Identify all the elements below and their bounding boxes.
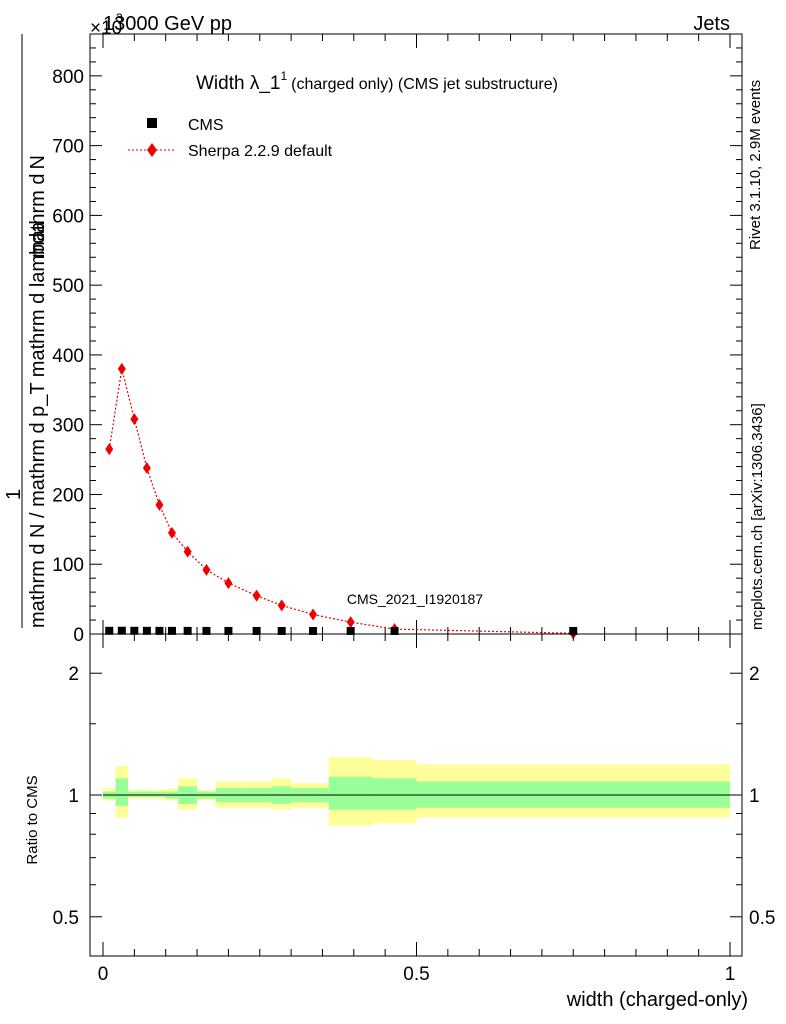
mc-point — [105, 443, 114, 456]
mcplots-label: mcplots.cern.ch [arXiv:1306.3436] — [749, 403, 766, 630]
main-y-tick-label: 800 — [52, 67, 84, 88]
ratio-y-axis: 0.5 0.5 1 1 2 2 — [53, 633, 775, 929]
mc-point — [309, 608, 318, 621]
data-point — [390, 626, 399, 635]
mc-point — [202, 563, 211, 576]
ratio-y-tick-label: 0.5 — [53, 908, 79, 929]
data-point — [277, 626, 286, 635]
ratio-y-tick-label: 2 — [68, 664, 79, 685]
ylabel-one: 1 — [3, 489, 25, 500]
ylabel-numerator: mathrm dN — [27, 155, 49, 258]
mc-point — [183, 545, 192, 558]
mc-point — [117, 362, 126, 375]
legend-sherpa-marker — [147, 143, 157, 157]
main-y-tick-label: 100 — [52, 555, 84, 576]
header-energy-label: 13000 GeV pp — [103, 13, 232, 35]
data-point — [183, 626, 192, 635]
ratio-y-axis-label: Ratio to CMS — [24, 775, 41, 864]
ratio-x-tick-label: 1 — [725, 964, 736, 985]
ratio-uncertainty-bands — [103, 757, 730, 826]
ylabel-denominator: mathrm d N / mathrm d p_T mathrm d lambd… — [27, 221, 49, 628]
ratio-plot-panel: 0.5 0.51 12 2 0 0.5 1 Ratio to CMS width (cha… — [24, 633, 775, 1011]
data-point — [252, 626, 261, 635]
analysis-watermark: CMS_2021_I1920187 — [347, 591, 483, 607]
legend: CMS Sherpa 2.2.9 default — [128, 117, 333, 160]
mc-point — [346, 616, 355, 629]
data-point — [309, 626, 318, 635]
ratio-band-inner — [153, 791, 166, 797]
data-point — [202, 626, 211, 635]
ratio-y-tick-label: 1 — [68, 786, 79, 807]
data-series — [105, 626, 578, 635]
mc-point — [252, 589, 261, 602]
main-y-tick-label: 400 — [52, 346, 84, 367]
data-point — [224, 626, 233, 635]
header-process-label: Jets — [693, 13, 730, 35]
mc-series — [105, 362, 578, 640]
main-y-tick-label: 0 — [73, 625, 84, 646]
main-plot-panel: 0 100 200 300 400 500 600 700 800 CMS_2021_I1920… — [52, 33, 743, 646]
mc-point — [277, 599, 286, 612]
main-y-axis: 0 100 200 300 400 500 600 700 800 — [52, 33, 742, 646]
ratio-band-inner — [128, 791, 141, 797]
rivet-version-label: Rivet 3.1.10, 2.9M events — [747, 80, 764, 250]
main-y-tick-label: 600 — [52, 206, 84, 227]
legend-sherpa-label: Sherpa 2.2.9 default — [188, 143, 333, 160]
ratio-band-inner — [115, 778, 129, 806]
main-y-tick-label: 700 — [52, 137, 84, 158]
legend-cms-marker — [147, 118, 157, 128]
data-point — [142, 626, 151, 635]
axis-multiplier-exponent: 3 — [116, 11, 123, 25]
data-point — [346, 626, 355, 635]
main-y-tick-label: 200 — [52, 485, 84, 506]
mc-line — [108, 368, 574, 634]
main-y-tick-label: 500 — [52, 276, 84, 297]
data-point — [569, 626, 578, 635]
ratio-band-inner — [140, 791, 154, 797]
data-point — [130, 626, 139, 635]
ratio-y-tick-label-right: 0.5 — [749, 908, 775, 929]
main-y-tick-label: 300 — [52, 416, 84, 437]
ratio-y-tick-label-right: 1 — [749, 786, 760, 807]
ratio-y-tick-label-right: 2 — [749, 664, 760, 685]
plot-title: Width λ_11 (charged only) (CMS jet substr… — [196, 69, 558, 94]
data-point — [117, 626, 126, 635]
ratio-x-axis: 0 0.5 1 — [98, 634, 736, 985]
data-point — [167, 626, 176, 635]
mc-point — [130, 413, 139, 426]
main-y-axis-label: mathrm dN 1 mathrm d N / mathrm d p_T ma… — [3, 34, 49, 628]
mc-point — [167, 526, 176, 539]
ratio-band-inner — [372, 778, 417, 810]
x-axis-label: width (charged-only) — [566, 989, 748, 1011]
mc-point — [224, 577, 233, 590]
ratio-x-tick-label: 0 — [98, 964, 109, 985]
data-point — [155, 626, 164, 635]
legend-cms-label: CMS — [188, 117, 224, 134]
data-point — [105, 626, 114, 635]
ratio-x-tick-label: 0.5 — [403, 964, 429, 985]
mc-point — [155, 498, 164, 511]
mc-point — [142, 461, 151, 474]
ratio-band-inner — [328, 776, 373, 810]
